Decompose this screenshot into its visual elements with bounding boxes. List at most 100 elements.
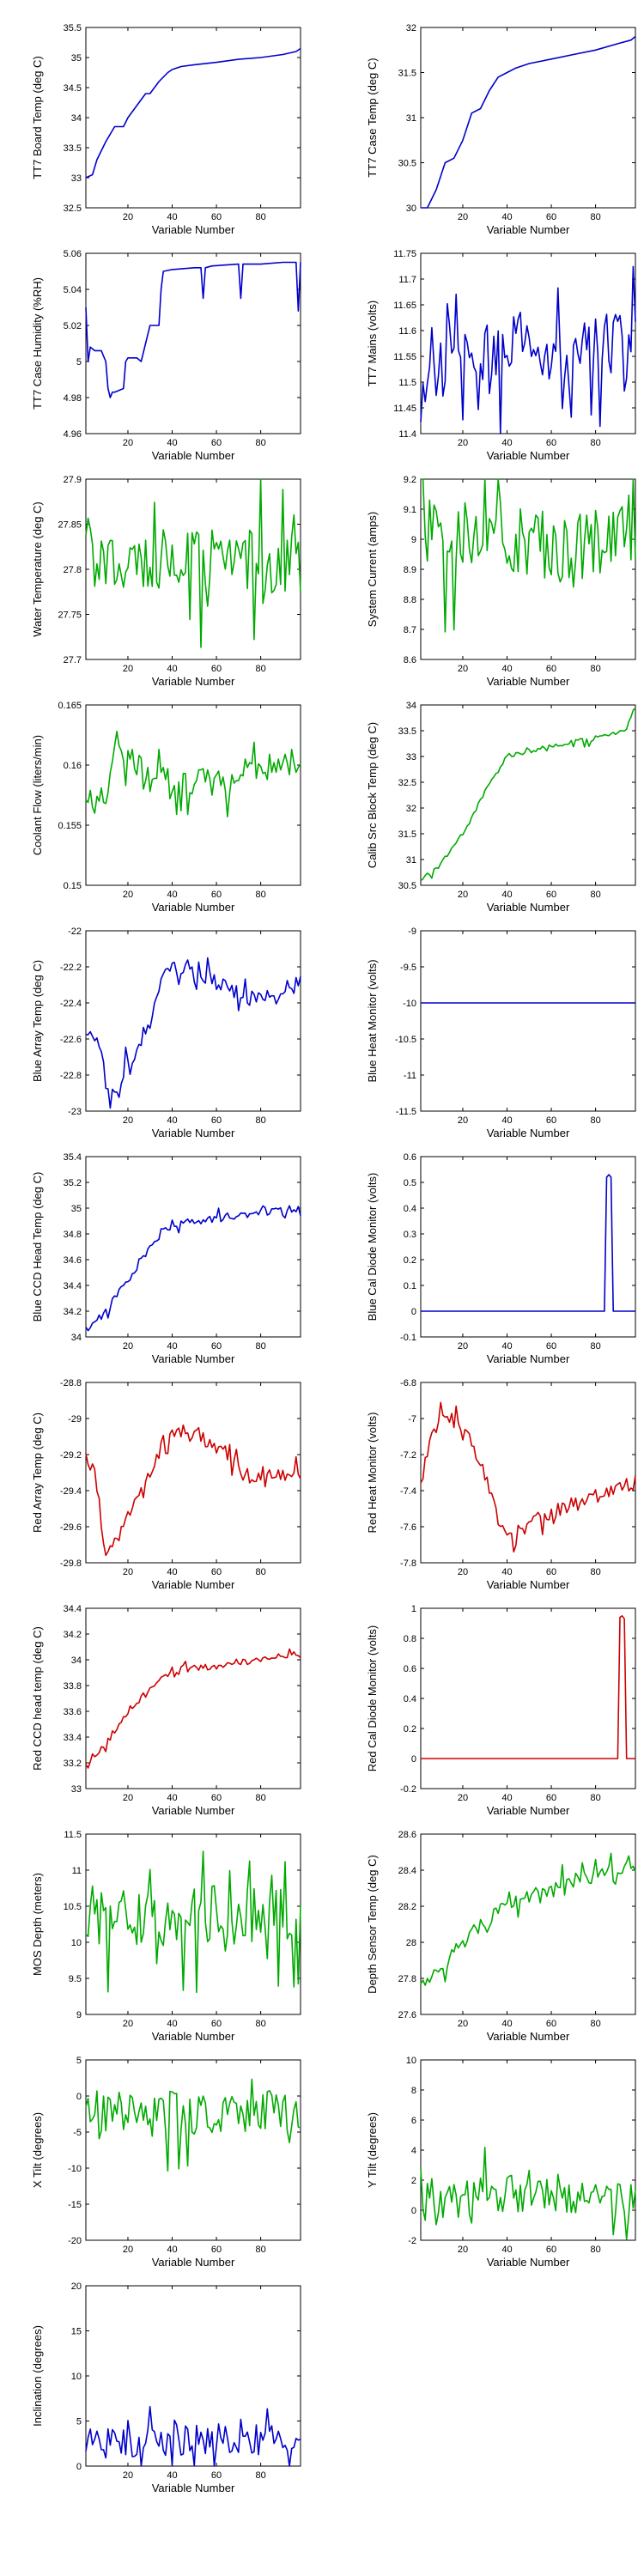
chart-19: -20 -15 -10 -5 0 5 20 40 60 80 Variable Number X Ti… [31, 2056, 301, 2266]
y-tick-label: 0 [411, 1754, 416, 1765]
x-axis-label: Variable Number [487, 2256, 570, 2266]
y-tick-label: 5.06 [64, 249, 82, 259]
x-tick-label: 80 [590, 664, 600, 674]
x-tick-label: 20 [458, 1567, 468, 1577]
x-tick-label: 40 [501, 1793, 512, 1803]
x-tick-label: 20 [458, 1793, 468, 1803]
y-tick-label: -9 [408, 927, 416, 937]
y-tick-label: 34.8 [64, 1230, 82, 1240]
x-tick-label: 80 [255, 212, 265, 222]
y-tick-label: -29.4 [60, 1486, 82, 1497]
x-tick-label: 40 [501, 1341, 512, 1352]
y-tick-label: 31.5 [398, 69, 416, 79]
y-tick-label: 30.5 [398, 159, 416, 169]
y-tick-label: 35 [71, 1204, 82, 1214]
y-axis-label: TT7 Board Temp (deg C) [31, 56, 44, 179]
x-axis-label: Variable Number [487, 675, 570, 685]
y-tick-label: 5 [76, 357, 82, 368]
x-tick-label: 20 [458, 212, 468, 222]
y-tick-label: 34 [406, 701, 416, 711]
y-tick-label: 0 [411, 2206, 416, 2216]
y-tick-label: 0.1 [404, 1281, 416, 1291]
y-axis-label: Blue Cal Diode Monitor (volts) [366, 1173, 379, 1321]
y-tick-label: 33.8 [64, 1681, 82, 1692]
x-tick-label: 20 [123, 664, 133, 674]
y-tick-label: 31 [406, 113, 416, 124]
y-tick-label: -10 [68, 2164, 82, 2174]
x-tick-label: 80 [590, 2245, 600, 2255]
plot-frame [420, 1382, 636, 1564]
y-tick-label: 27.75 [58, 611, 82, 621]
y-tick-label: -10.5 [395, 1035, 416, 1045]
y-tick-label: 11.7 [398, 275, 416, 285]
y-tick-label: 35.5 [64, 23, 82, 33]
x-tick-label: 80 [255, 1341, 265, 1352]
y-tick-label: 11.6 [398, 326, 416, 337]
series-line [85, 2078, 301, 2172]
y-axis-label: TT7 Mains (volts) [366, 301, 379, 386]
x-tick-label: 80 [590, 2019, 600, 2029]
y-axis-label: Calib Src Block Temp (deg C) [366, 722, 379, 868]
y-tick-label: 32 [406, 804, 416, 814]
chart-18: 27.6 27.8 28 28.2 28.4 28.6 20 40 60 80 Variable N… [366, 1830, 636, 2040]
y-tick-label: 33 [71, 173, 82, 184]
x-tick-label: 60 [546, 1567, 556, 1577]
x-axis-label: Variable Number [152, 675, 235, 685]
plot-frame [85, 27, 301, 209]
series-line [421, 1615, 635, 1759]
y-tick-label: 11.65 [393, 301, 416, 311]
plot-frame [420, 2059, 636, 2241]
series-line [420, 265, 636, 434]
y-tick-label: 11.45 [393, 404, 416, 414]
x-tick-label: 60 [546, 2245, 556, 2255]
x-tick-label: 60 [211, 890, 222, 900]
y-tick-label: -7.8 [400, 1558, 416, 1569]
y-tick-label: 30.5 [398, 881, 416, 891]
x-tick-label: 60 [211, 664, 222, 674]
y-tick-label: -15 [68, 2200, 82, 2210]
y-axis-label: Red CCD head temp (deg C) [31, 1626, 44, 1771]
x-tick-label: 40 [501, 1567, 512, 1577]
chart-2: 30 30.5 31 31.5 32 20 40 60 80 Variable Number TT7… [366, 23, 636, 234]
x-axis-label: Variable Number [152, 901, 235, 911]
y-tick-label: -0.2 [400, 1784, 416, 1795]
y-tick-label: 0.4 [404, 1694, 416, 1704]
series-line [85, 261, 301, 398]
x-axis-label: Variable Number [152, 2256, 235, 2266]
x-axis-label: Variable Number [152, 2030, 235, 2040]
y-tick-label: 34.4 [64, 1281, 82, 1291]
series-line [85, 478, 301, 648]
x-axis-label: Variable Number [487, 1127, 570, 1137]
x-tick-label: 60 [211, 1115, 222, 1126]
x-tick-label: 80 [255, 1115, 265, 1126]
y-tick-label: 32.5 [398, 778, 416, 788]
chart-5: 27.7 27.75 27.8 27.85 27.9 20 40 60 80 Variable N… [31, 475, 301, 685]
x-axis-label: Variable Number [152, 223, 235, 234]
y-tick-label: 33.5 [64, 143, 82, 154]
y-tick-label: 33.4 [64, 1733, 82, 1743]
chart-1: 32.5 33 33.5 34 34.5 35 35.5 20 40 60 80 Variable N… [31, 23, 301, 234]
x-tick-label: 80 [255, 890, 265, 900]
plot-frame [420, 252, 636, 434]
y-tick-label: -2 [408, 2236, 416, 2246]
y-tick-label: 27.8 [398, 1974, 416, 1984]
y-axis-label: Depth Sensor Temp (deg C) [366, 1855, 379, 1994]
series-line [85, 1205, 301, 1332]
y-tick-label: 4.98 [64, 393, 82, 404]
chart-17: 9 9.5 10 10.5 11 11.5 20 40 60 80 Variable Number M… [31, 1830, 301, 2040]
y-tick-label: 9 [411, 535, 416, 545]
y-tick-label: -22.4 [60, 999, 82, 1009]
x-tick-label: 40 [167, 1567, 177, 1577]
y-tick-label: 11.75 [393, 249, 416, 259]
y-tick-label: 8.7 [404, 625, 416, 635]
plot-frame [420, 27, 636, 209]
series-line [85, 731, 301, 817]
y-tick-label: 0.155 [58, 821, 82, 831]
x-tick-label: 80 [255, 2245, 265, 2255]
y-tick-label: 8.9 [404, 565, 416, 575]
x-tick-label: 60 [546, 1115, 556, 1126]
x-tick-label: 40 [167, 2470, 177, 2481]
x-tick-label: 20 [458, 890, 468, 900]
x-tick-label: 40 [501, 438, 512, 448]
y-axis-label: Red Heat Monitor (volts) [366, 1413, 379, 1534]
